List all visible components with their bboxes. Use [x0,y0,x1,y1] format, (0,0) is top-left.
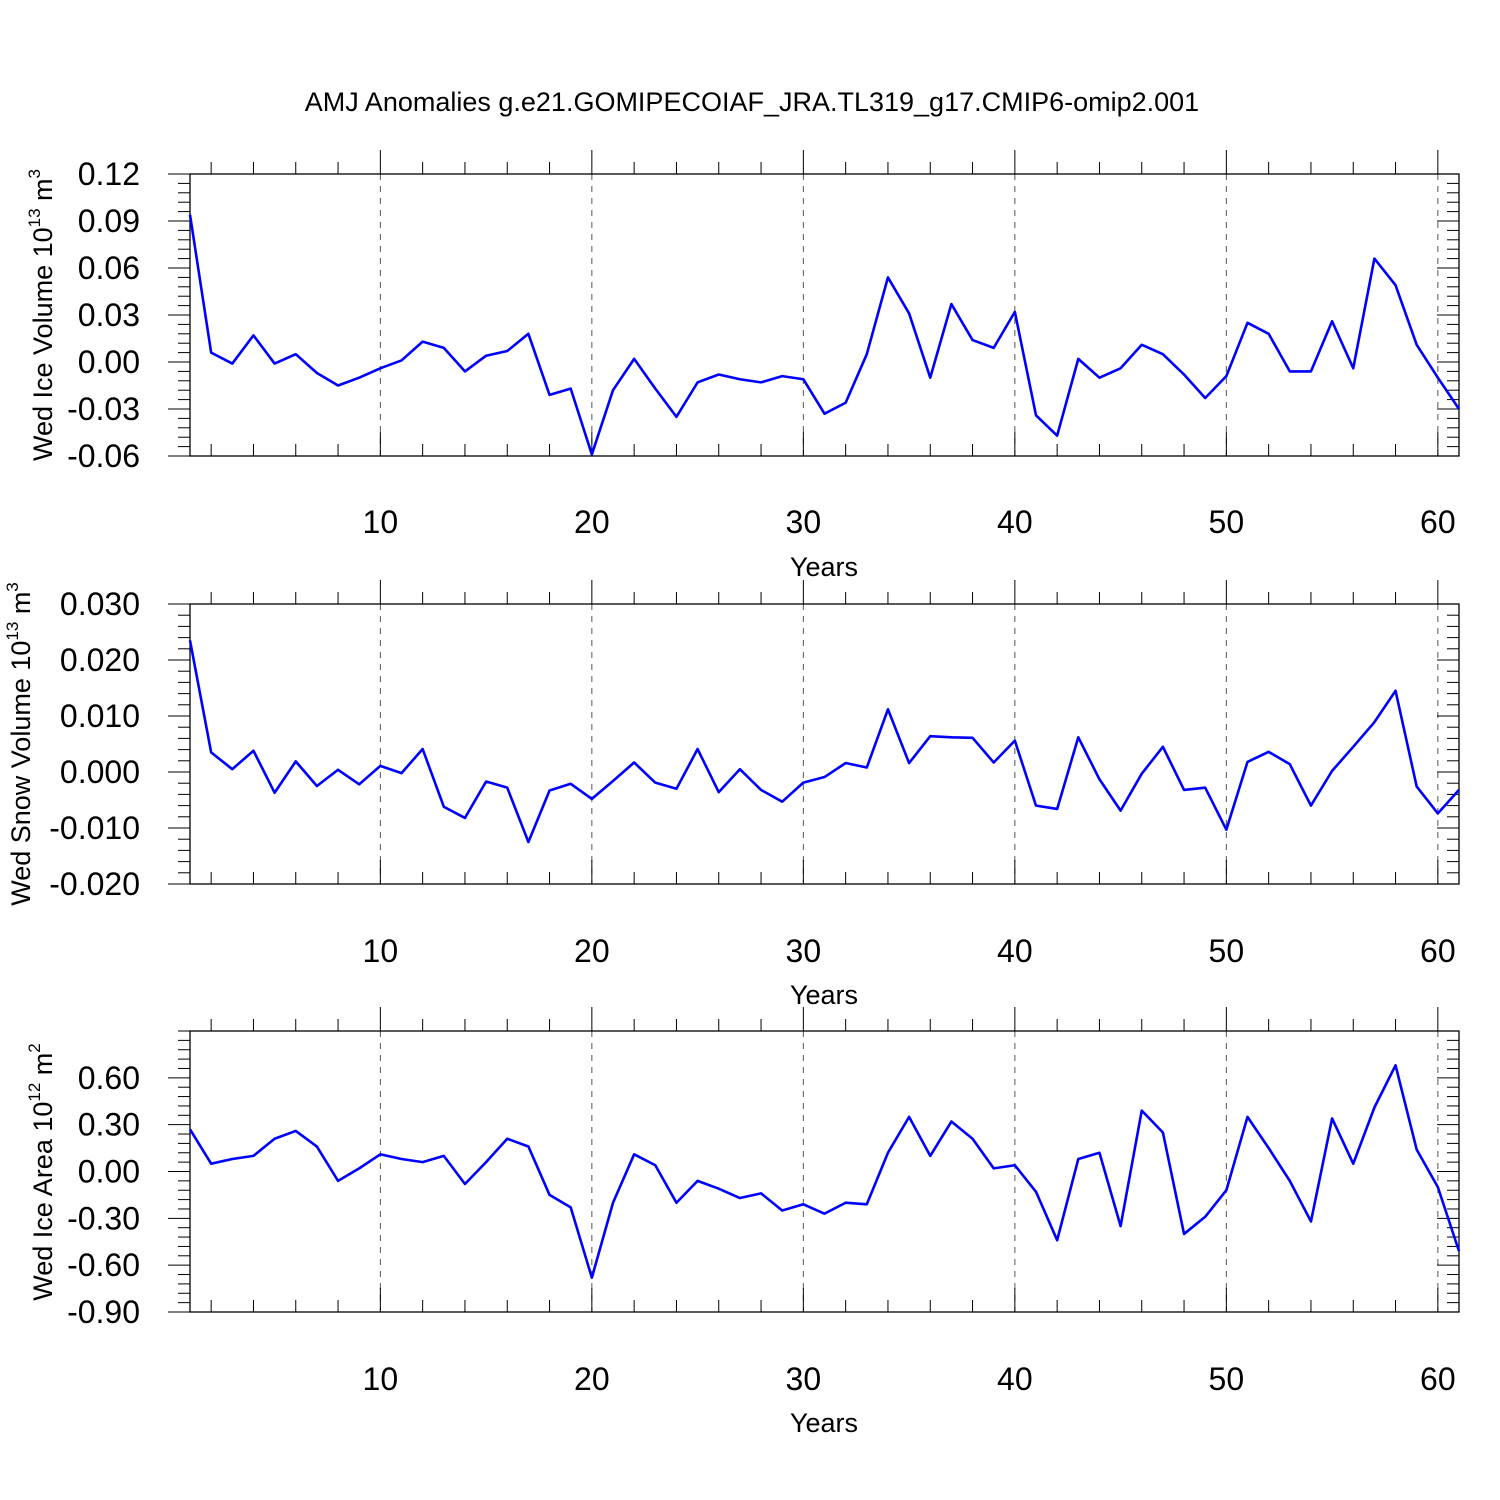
x-axis-label: Years [790,980,858,1010]
y-tick-label: -0.03 [67,391,140,427]
plot-frame [189,1030,1460,1313]
x-axis-label: Years [790,552,858,582]
plot-frame [189,603,1460,885]
panel-2: 10 20 30 40 50 60 Years -0.020 -0.010 0.000 0.010 0… [3,580,1460,1010]
x-tick-label: 60 [1420,1361,1456,1397]
y-tick-label: 0.00 [78,1154,140,1190]
x-tick-label: 20 [574,933,610,969]
y-tick-label: 0.03 [78,297,140,333]
x-tick-label: 10 [363,933,399,969]
y-tick-label: -0.60 [67,1247,140,1283]
x-tick-label: 20 [574,1361,610,1397]
y-tick-label: 0.030 [60,586,140,622]
y-tick-label: -0.020 [49,866,140,902]
x-tick-label: 50 [1209,933,1245,969]
y-tick-label: -0.06 [67,438,140,474]
x-tick-label: 10 [363,504,399,540]
y-tick-label: 0.30 [78,1107,140,1143]
x-tick-label: 40 [997,933,1033,969]
y-tick-label: 0.09 [78,203,140,239]
x-tick-label: 30 [786,933,822,969]
x-tick-label: 30 [786,1361,822,1397]
y-axis-label: Wed Snow Volume 1013 m3 [3,582,36,906]
panel-1: 10 20 30 40 50 60 Years -0.06 -0.03 0.00 0.03 0.06 0… [25,150,1461,582]
chart-title: AMJ Anomalies g.e21.GOMIPECOIAF_JRA.TL31… [305,87,1199,117]
x-tick-label: 40 [997,1361,1033,1397]
x-tick-label: 30 [786,504,822,540]
y-tick-label: 0.00 [78,344,140,380]
series-line [188,1064,1461,1279]
y-tick-label: 0.60 [78,1060,140,1096]
y-tick-label: 0.06 [78,250,140,286]
y-tick-label: -0.90 [67,1294,140,1330]
x-axis-label: Years [790,1408,858,1438]
y-tick-label: 0.000 [60,754,140,790]
y-tick-label: 0.010 [60,698,140,734]
x-tick-label: 60 [1420,933,1456,969]
y-tick-label: -0.30 [67,1200,140,1236]
panel-3: 10 20 30 40 50 60 Years -0.90 -0.60 -0.30 0.00 0.30… [25,1007,1461,1438]
x-tick-label: 60 [1420,504,1456,540]
x-tick-label: 50 [1209,504,1245,540]
x-tick-label: 50 [1209,1361,1245,1397]
x-tick-label: 10 [363,1361,399,1397]
y-tick-label: 0.12 [78,156,140,192]
y-tick-label: -0.010 [49,810,140,846]
y-tick-label: 0.020 [60,642,140,678]
x-tick-label: 20 [574,504,610,540]
y-axis-label: Wed Ice Volume 1013 m3 [25,169,58,461]
x-tick-label: 40 [997,504,1033,540]
y-axis-label: Wed Ice Area 1012 m2 [25,1043,58,1301]
